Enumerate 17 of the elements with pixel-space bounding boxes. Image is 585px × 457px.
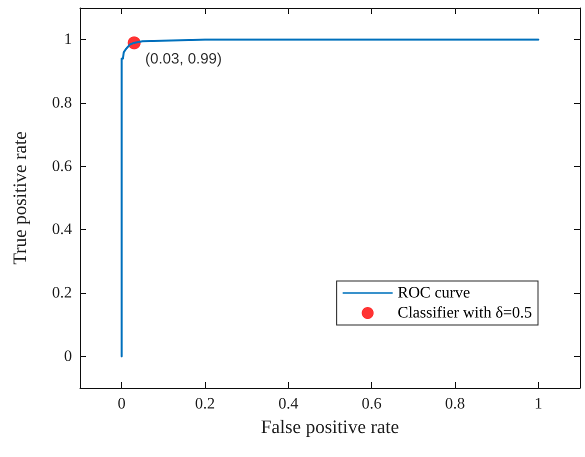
- x-tick-label: 0: [118, 396, 126, 412]
- y-tick-label: 0.2: [52, 284, 72, 302]
- x-tick-label: 0.4: [278, 396, 298, 412]
- legend-label: Classifier with δ=0.5: [398, 304, 532, 322]
- annotation: (0.03, 0.99): [145, 50, 222, 68]
- y-tick-label: 0: [64, 348, 72, 365]
- x-tick-label: 0.2: [195, 396, 215, 412]
- legend-label: ROC curve: [398, 284, 470, 302]
- y-tick-label: 1: [64, 31, 72, 48]
- y-tick-label: 0.6: [52, 158, 72, 175]
- x-tick-label: 1: [534, 396, 542, 412]
- x-tick-label: 0.6: [362, 396, 382, 412]
- y-axis-title: True positive rate: [10, 131, 31, 265]
- x-axis-title: False positive rate: [260, 417, 400, 438]
- x-tick-label: 0.8: [445, 396, 465, 412]
- y-tick-label: 0.8: [52, 94, 72, 112]
- y-tick-label: 0.4: [52, 221, 72, 238]
